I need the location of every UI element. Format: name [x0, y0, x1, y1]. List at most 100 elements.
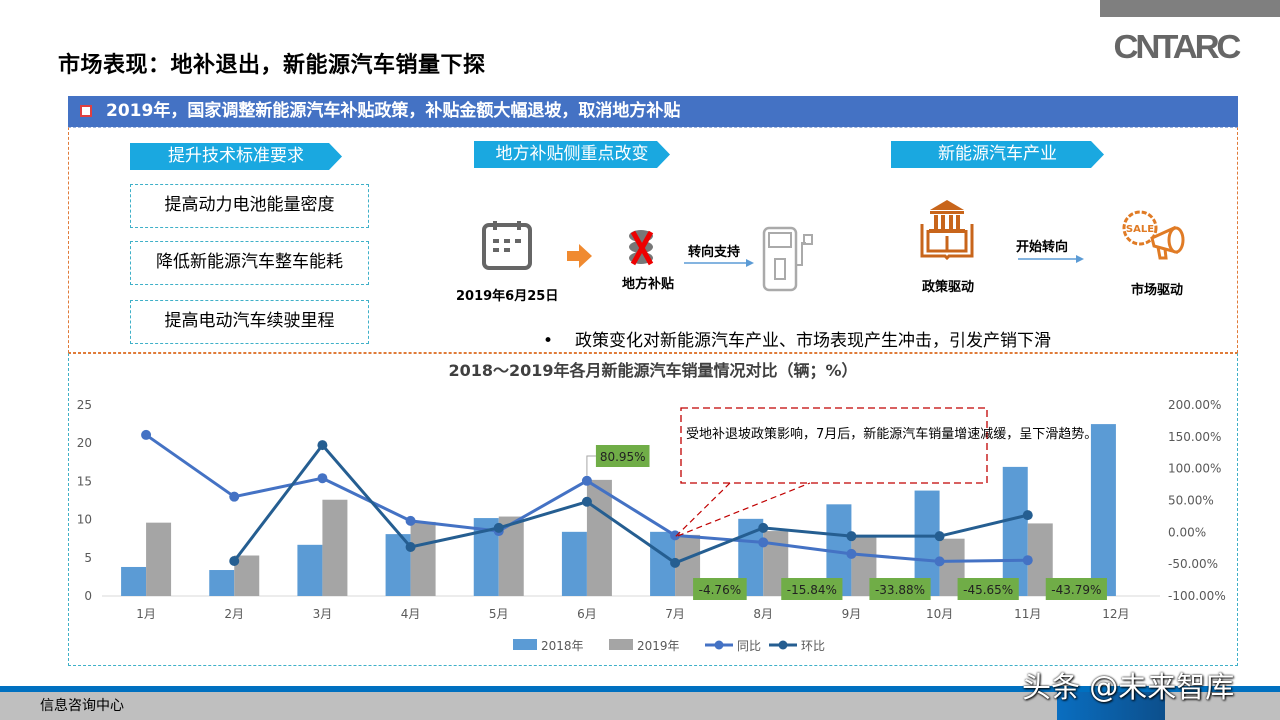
x-tick-label: 1月 [136, 607, 156, 621]
data-label-box [869, 578, 931, 600]
top-decor-bar [1100, 0, 1280, 17]
impact-bullet: • 政策变化对新能源汽车产业、市场表现产生冲击，引发产销下滑 [543, 331, 1052, 351]
point-同比 [1022, 555, 1033, 566]
bar-2019年 [586, 479, 612, 596]
y-left-tick: 25 [77, 398, 92, 412]
label-leader [586, 455, 596, 476]
point-环比 [405, 541, 416, 552]
local-subsidy-label: 地方补贴 [622, 277, 675, 292]
data-label-box [957, 578, 1019, 600]
point-同比 [317, 473, 328, 484]
y-right-tick: -50.00% [1168, 557, 1218, 571]
calendar-icon [482, 221, 532, 270]
point-环比 [493, 522, 504, 533]
tag-local-subsidy: 地方补贴侧重点改变 [474, 141, 670, 168]
bar-2018年 [1002, 466, 1028, 596]
point-环比 [846, 531, 857, 542]
annotation-pointer [674, 482, 811, 538]
tech-item: 提高电动汽车续驶里程 [130, 300, 369, 344]
market-driven-label: 市场驱动 [1131, 283, 1184, 298]
legend-swatch-2019年 [609, 639, 633, 650]
shift-support-label: 转向支持 [688, 245, 741, 260]
y-left-tick: 15 [77, 474, 92, 488]
point-环比 [758, 522, 769, 533]
tag-nev-industry: 新能源汽车产业 [891, 141, 1104, 168]
x-tick-label: 4月 [401, 607, 421, 621]
point-同比 [581, 475, 592, 486]
footer-accent [1057, 692, 1165, 720]
point-同比 [934, 556, 945, 567]
point-同比 [405, 515, 416, 526]
impact-bullet-text: 政策变化对新能源汽车产业、市场表现产生冲击，引发产销下滑 [575, 331, 1052, 351]
x-tick-label: 10月 [926, 607, 953, 621]
tag-tech-standards: 提升技术标准要求 [130, 143, 342, 170]
legend-label: 环比 [801, 639, 825, 653]
data-label-box [693, 578, 747, 600]
x-tick-label: 11月 [1014, 607, 1041, 621]
tech-item: 提高动力电池能量密度 [130, 184, 369, 228]
legend-label: 2018年 [541, 639, 584, 653]
point-环比 [670, 557, 681, 568]
line-环比 [233, 442, 1029, 565]
arrow-right-icon [567, 244, 592, 268]
y-left-tick: 20 [77, 436, 92, 450]
x-tick-label: 9月 [842, 607, 862, 621]
footer-text: 信息咨询中心 [40, 698, 124, 714]
bar-2018年 [1090, 424, 1116, 596]
start-shift-label: 开始转向 [1016, 240, 1069, 255]
date-label: 2019年6月25日 [456, 289, 559, 304]
y-right-tick: 100.00% [1168, 462, 1221, 476]
data-label: -33.88% [875, 583, 925, 597]
bar-2018年 [297, 544, 323, 596]
y-right-tick: 200.00% [1168, 398, 1221, 412]
banner-text: 2019年，国家调整新能源汽车补贴政策，补贴金额大幅退坡，取消地方补贴 [106, 101, 681, 121]
x-tick-label: 12月 [1102, 607, 1129, 621]
data-label: -43.79% [1051, 583, 1101, 597]
y-right-tick: -100.00% [1168, 589, 1226, 603]
footer-line [0, 686, 1280, 692]
point-同比 [670, 530, 681, 541]
data-label-box [781, 578, 843, 600]
point-环比 [934, 531, 945, 542]
point-环比 [581, 496, 592, 507]
page-title: 市场表现：地补退出，新能源汽车销量下探 [58, 53, 486, 78]
government-book-icon [920, 200, 974, 260]
legend-label: 同比 [737, 639, 761, 653]
data-label: -4.76% [699, 583, 741, 597]
data-label-box [1045, 578, 1107, 600]
coins-crossed-icon [629, 230, 654, 266]
bar-2018年 [561, 531, 587, 596]
charging-station-icon [762, 226, 813, 292]
y-left-tick: 0 [84, 589, 92, 603]
point-环比 [317, 440, 328, 451]
x-tick-label: 7月 [665, 607, 685, 621]
x-tick-label: 3月 [313, 607, 333, 621]
bar-2018年 [121, 566, 147, 596]
y-right-tick: 150.00% [1168, 430, 1221, 444]
banner: 2019年，国家调整新能源汽车补贴政策，补贴金额大幅退坡，取消地方补贴 [68, 96, 1238, 127]
y-right-tick: 50.00% [1168, 494, 1214, 508]
legend-label: 2019年 [637, 639, 680, 653]
x-tick-label: 2月 [224, 607, 244, 621]
tech-item: 降低新能源汽车整车能耗 [130, 241, 369, 285]
bar-2019年 [146, 522, 172, 596]
data-label: 80.95% [600, 450, 646, 464]
point-同比 [141, 429, 152, 440]
policy-driven-label: 政策驱动 [922, 280, 975, 295]
bar-2019年 [322, 499, 348, 596]
sale-megaphone-icon: SALE [1122, 210, 1185, 260]
annotation-box [680, 407, 988, 484]
square-bullet-icon [80, 105, 92, 117]
bar-2018年 [209, 570, 235, 596]
chart-panel [68, 353, 1238, 666]
y-left-tick: 5 [84, 551, 92, 565]
legend-swatch-2018年 [513, 639, 537, 650]
data-label-box [595, 445, 650, 467]
y-right-tick: 0.00% [1168, 525, 1206, 539]
legend-marker-环比 [778, 640, 788, 650]
policy-panel [68, 127, 1238, 353]
legend-marker-同比 [714, 640, 724, 650]
watermark: 头条 @未来智库 [1022, 670, 1235, 704]
x-tick-label: 6月 [577, 607, 597, 621]
